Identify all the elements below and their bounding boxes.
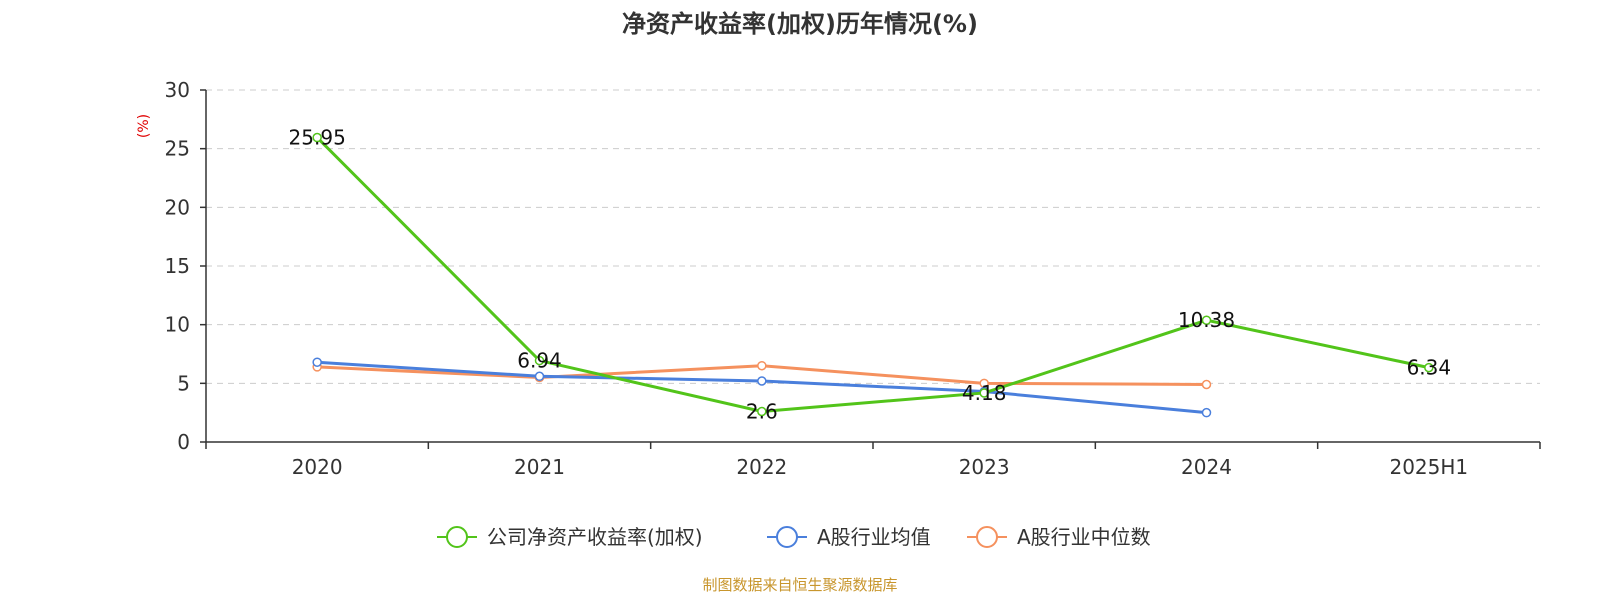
x-tick-label: 2021 xyxy=(514,455,565,479)
y-axis-label: (%) xyxy=(136,114,152,138)
data-label: 6.94 xyxy=(517,349,562,373)
data-point xyxy=(534,371,545,382)
y-tick-label: 15 xyxy=(165,254,190,278)
x-tick-label: 2024 xyxy=(1181,455,1232,479)
series-line-0 xyxy=(316,136,1430,414)
legend: 公司净资产收益率(加权) A股行业均值 A股行业中位数 xyxy=(437,525,1151,549)
data-point xyxy=(312,132,322,143)
y-tick-label: 25 xyxy=(165,137,190,161)
chart-title: 净资产收益率(加权)历年情况(%) xyxy=(622,10,978,38)
data-point xyxy=(757,360,767,371)
legend-marker xyxy=(446,526,468,548)
data-labels: 25.95 6.94 2.6 4.18 10.38 6.34 xyxy=(289,126,1452,424)
legend-label: 公司净资产收益率(加权) xyxy=(487,525,703,549)
data-label: 25.95 xyxy=(289,126,346,150)
data-label: 10.38 xyxy=(1178,308,1235,332)
y-tick-label: 20 xyxy=(165,195,190,219)
legend-label: A股行业中位数 xyxy=(1017,525,1151,549)
data-point xyxy=(757,376,767,386)
data-point xyxy=(1201,407,1212,418)
data-point xyxy=(312,357,322,367)
data-point xyxy=(1201,315,1212,325)
source-note: 制图数据来自恒生聚源数据库 xyxy=(702,576,897,594)
data-point xyxy=(1424,362,1434,373)
grid-lines xyxy=(206,89,1540,384)
data-point xyxy=(979,388,989,398)
data-label: 6.34 xyxy=(1407,356,1452,380)
legend-label: A股行业均值 xyxy=(817,525,931,549)
data-label: 4.18 xyxy=(962,381,1007,405)
legend-marker xyxy=(976,526,998,548)
data-point xyxy=(1201,379,1212,390)
y-tick-label: 30 xyxy=(165,78,190,102)
legend-marker xyxy=(776,526,798,548)
y-tick-label: 0 xyxy=(177,430,190,454)
axes: 0 5 10 15 20 25 30 2020 2021 2022 2023 2024 2025H1 xyxy=(165,78,1541,479)
x-tick-label: 2020 xyxy=(292,455,343,479)
series-lines xyxy=(312,132,1434,418)
x-tick-label: 2022 xyxy=(736,455,787,479)
data-point xyxy=(757,406,767,417)
y-tick-label: 10 xyxy=(165,313,190,337)
data-label: 2.6 xyxy=(746,399,778,423)
data-point xyxy=(534,355,545,366)
x-tick-label: 2023 xyxy=(959,455,1010,479)
x-tick-label: 2025H1 xyxy=(1389,455,1468,479)
y-tick-label: 5 xyxy=(177,371,190,395)
